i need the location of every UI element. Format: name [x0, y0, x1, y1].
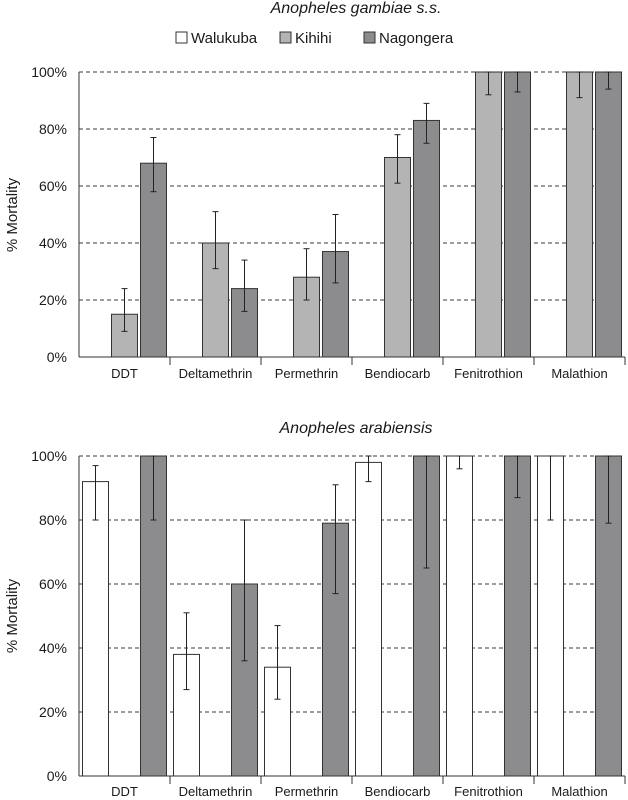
error-bar	[547, 455, 554, 521]
y-tick-label: 40%	[39, 640, 67, 656]
error-bar	[274, 625, 281, 700]
chart-panel-1: Anopheles gambiae s.s. 0% 20% 40% 60% 80% 100%…	[4, 0, 626, 381]
error-bar	[212, 211, 219, 270]
y-tick-label: 100%	[31, 448, 67, 464]
error-bar	[183, 612, 190, 691]
error-bar	[605, 455, 612, 524]
bar-nagongera-bendiocarb	[413, 119, 440, 358]
error-bar	[456, 455, 463, 470]
legend-label: Kihihi	[295, 30, 332, 47]
legend-item: Nagongera	[363, 30, 454, 47]
legend-item: Kihihi	[279, 30, 332, 47]
y-tick-label: 20%	[39, 292, 67, 308]
y-tick-label: 60%	[39, 178, 67, 194]
error-bar	[332, 484, 339, 595]
error-bar	[605, 71, 612, 90]
y-axis-label: % Mortality	[4, 578, 21, 653]
legend-label: Nagongera	[379, 30, 454, 47]
error-bar	[303, 248, 310, 301]
bar-kihihi-ddt	[111, 313, 138, 358]
error-bar	[121, 288, 128, 332]
error-bar	[241, 519, 248, 662]
x-tick-label: Deltamethrin	[179, 784, 253, 799]
y-tick-label: 60%	[39, 576, 67, 592]
bar-kihihi-malathion	[566, 71, 593, 358]
bar-nagongera-malathion	[595, 71, 622, 358]
error-bar	[485, 71, 492, 96]
bar-walukuba-fenitrothion	[446, 455, 473, 777]
x-tick-label: DDT	[111, 784, 138, 799]
error-bar	[365, 455, 372, 483]
legend-swatch	[363, 31, 376, 44]
legend: Walukuba Kihihi Nagongera	[175, 30, 454, 47]
error-bar	[423, 102, 430, 144]
error-bar	[394, 134, 401, 184]
error-bar	[514, 455, 521, 499]
y-tick-label: 100%	[31, 64, 67, 80]
x-tick-label: Permethrin	[275, 784, 339, 799]
y-axis-label: % Mortality	[4, 177, 21, 252]
bar-walukuba-bendiocarb	[355, 461, 382, 777]
y-tick-label: 80%	[39, 512, 67, 528]
error-bar	[423, 455, 430, 569]
y-tick-label: 0%	[47, 349, 67, 365]
bar-kihihi-fenitrothion	[475, 71, 502, 358]
error-bar	[514, 71, 521, 93]
x-tick-label: Malathion	[551, 784, 607, 799]
legend-swatch	[279, 31, 292, 44]
error-bar	[150, 455, 157, 521]
error-bar	[332, 214, 339, 284]
x-tick-label: Bendiocarb	[365, 784, 431, 799]
chart-title: Anopheles gambiae s.s.	[270, 0, 442, 17]
y-tick-label: 0%	[47, 768, 67, 784]
error-bar	[241, 259, 248, 312]
bar-nagongera-fenitrothion	[504, 455, 531, 777]
x-tick-label: Malathion	[551, 366, 607, 381]
x-tick-label: Fenitrothion	[454, 366, 523, 381]
y-tick-label: 80%	[39, 121, 67, 137]
error-bar	[92, 465, 99, 521]
error-bar	[576, 71, 583, 99]
y-tick-label: 40%	[39, 235, 67, 251]
bar-nagongera-fenitrothion	[504, 71, 531, 358]
bar-nagongera-ddt	[140, 162, 167, 358]
x-tick-label: DDT	[111, 366, 138, 381]
x-tick-label: Permethrin	[275, 366, 339, 381]
chart-title: Anopheles arabiensis	[279, 420, 433, 437]
x-tick-label: Bendiocarb	[365, 366, 431, 381]
legend-label: Walukuba	[191, 30, 258, 47]
y-tick-label: 20%	[39, 704, 67, 720]
x-tick-label: Fenitrothion	[454, 784, 523, 799]
legend-swatch	[175, 31, 188, 44]
legend-item: Walukuba	[175, 30, 258, 47]
x-tick-label: Deltamethrin	[179, 366, 253, 381]
chart-panel-2: Anopheles arabiensis 0% 20% 40% 60% 80% 100% % …	[4, 420, 626, 799]
bar-walukuba-ddt	[82, 481, 109, 777]
error-bar	[150, 137, 157, 193]
bar-kihihi-bendiocarb	[384, 157, 411, 358]
